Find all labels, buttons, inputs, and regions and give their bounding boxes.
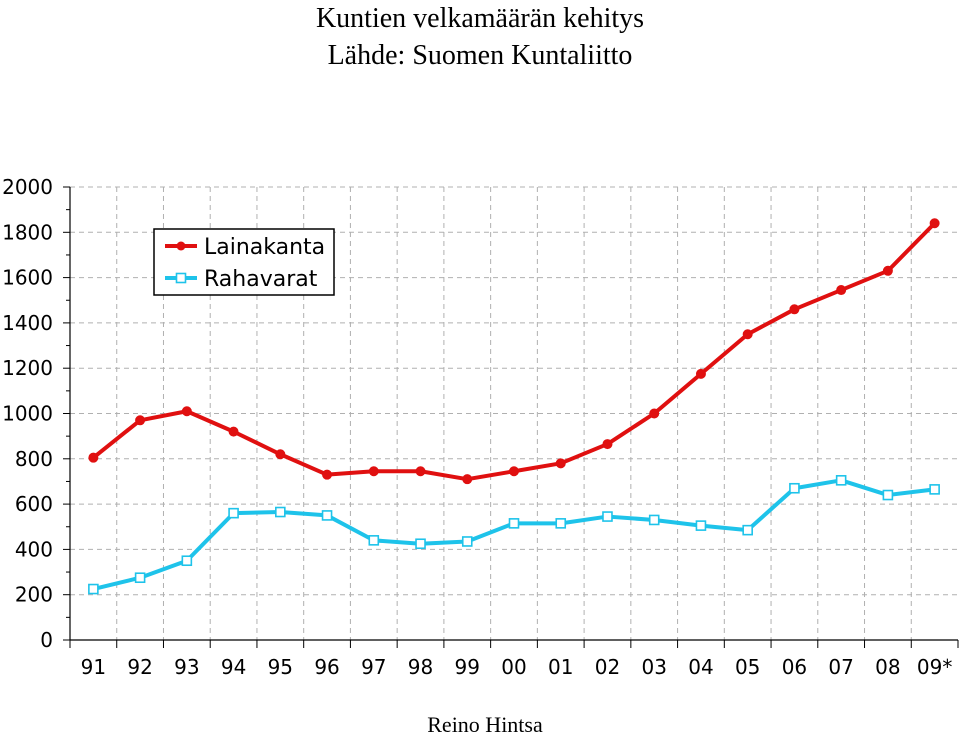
data-point-lainakanta: [462, 474, 473, 485]
legend-label-lainakanta: Lainakanta: [204, 235, 325, 260]
data-point-lainakanta: [555, 458, 566, 469]
data-point-lainakanta: [742, 329, 753, 340]
y-tick-label: 2000: [2, 175, 53, 199]
legend-label-rahavarat: Rahavarat: [204, 267, 318, 292]
data-point-rahavarat: [134, 572, 146, 584]
data-point-rahavarat: [368, 535, 380, 546]
data-point-lainakanta: [602, 439, 613, 450]
x-tick-label: 92: [127, 655, 152, 679]
data-point-rahavarat: [228, 507, 239, 519]
data-point-rahavarat: [929, 484, 940, 495]
x-tick-label: 95: [268, 655, 293, 679]
data-point-lainakanta: [695, 368, 706, 379]
x-tick-label: 97: [361, 655, 386, 679]
data-point-lainakanta: [135, 415, 146, 426]
data-point-lainakanta: [322, 469, 333, 480]
x-tick-label: 08: [875, 655, 900, 679]
y-tick-label: 200: [15, 583, 53, 607]
legend-marker-rahavarat: [175, 272, 187, 284]
x-tick-label: 99: [455, 655, 480, 679]
data-point-rahavarat: [415, 538, 426, 550]
legend-marker-lainakanta: [176, 241, 186, 251]
x-tick-label: 06: [782, 655, 807, 679]
legend-box: [153, 228, 335, 296]
data-point-lainakanta: [836, 285, 847, 296]
x-tick-label: 93: [174, 655, 199, 679]
chart-title-block: Kuntien velkamäärän kehitys Lähde: Suome…: [0, 0, 960, 74]
x-tick-label: 01: [548, 655, 573, 679]
data-point-rahavarat: [181, 555, 193, 567]
y-tick-label: 1600: [2, 266, 53, 290]
y-tick-label: 400: [15, 537, 53, 561]
x-tick-label: 91: [81, 655, 106, 679]
y-tick-label: 1000: [2, 402, 53, 426]
series-line-rahavarat: [92, 478, 935, 591]
x-tick-label: 02: [595, 655, 620, 679]
y-tick-label: 1400: [2, 311, 53, 335]
x-tick-label: 05: [735, 655, 760, 679]
data-point-rahavarat: [789, 482, 800, 494]
data-point-rahavarat: [648, 514, 660, 526]
data-point-rahavarat: [461, 536, 473, 547]
data-point-lainakanta: [509, 466, 519, 477]
chart-legend: Lainakanta Rahavarat: [153, 228, 335, 296]
y-tick-label: 1200: [2, 356, 53, 380]
data-point-rahavarat: [602, 511, 613, 522]
chart-author: Reino Hintsa: [427, 712, 543, 737]
y-tick-label: 1800: [2, 220, 53, 244]
data-point-rahavarat: [321, 510, 333, 521]
x-tick-label: 03: [641, 655, 666, 679]
data-point-lainakanta: [649, 408, 660, 419]
data-point-lainakanta: [275, 449, 286, 460]
x-tick-label: 07: [828, 655, 853, 679]
data-point-lainakanta: [882, 265, 893, 276]
data-point-rahavarat: [555, 518, 567, 529]
data-point-rahavarat: [835, 475, 847, 486]
x-tick-label: 04: [688, 655, 713, 679]
x-tick-label: 00: [501, 655, 526, 679]
y-tick-label: 800: [15, 447, 53, 471]
data-point-lainakanta: [415, 466, 426, 477]
data-point-lainakanta: [228, 426, 239, 437]
data-point-rahavarat: [88, 583, 99, 595]
x-tick-label: 96: [314, 655, 339, 679]
chart-title: Kuntien velkamäärän kehitys: [315, 3, 645, 34]
data-point-lainakanta: [368, 466, 379, 477]
data-point-lainakanta: [181, 406, 192, 417]
chart-subtitle: Lähde: Suomen Kuntaliitto: [327, 40, 633, 71]
data-point-lainakanta: [88, 452, 99, 463]
x-tick-label: 98: [408, 655, 433, 679]
x-tick-label: 09*: [917, 655, 952, 679]
data-point-lainakanta: [789, 304, 800, 315]
data-point-lainakanta: [929, 218, 940, 229]
x-tick-label: 94: [221, 655, 246, 679]
data-point-rahavarat: [882, 489, 894, 501]
data-point-rahavarat: [275, 506, 286, 518]
data-point-rahavarat: [508, 518, 520, 529]
data-point-rahavarat: [742, 524, 753, 536]
data-point-rahavarat: [695, 520, 707, 531]
y-tick-label: 0: [40, 628, 53, 652]
y-tick-label: 600: [15, 492, 53, 516]
